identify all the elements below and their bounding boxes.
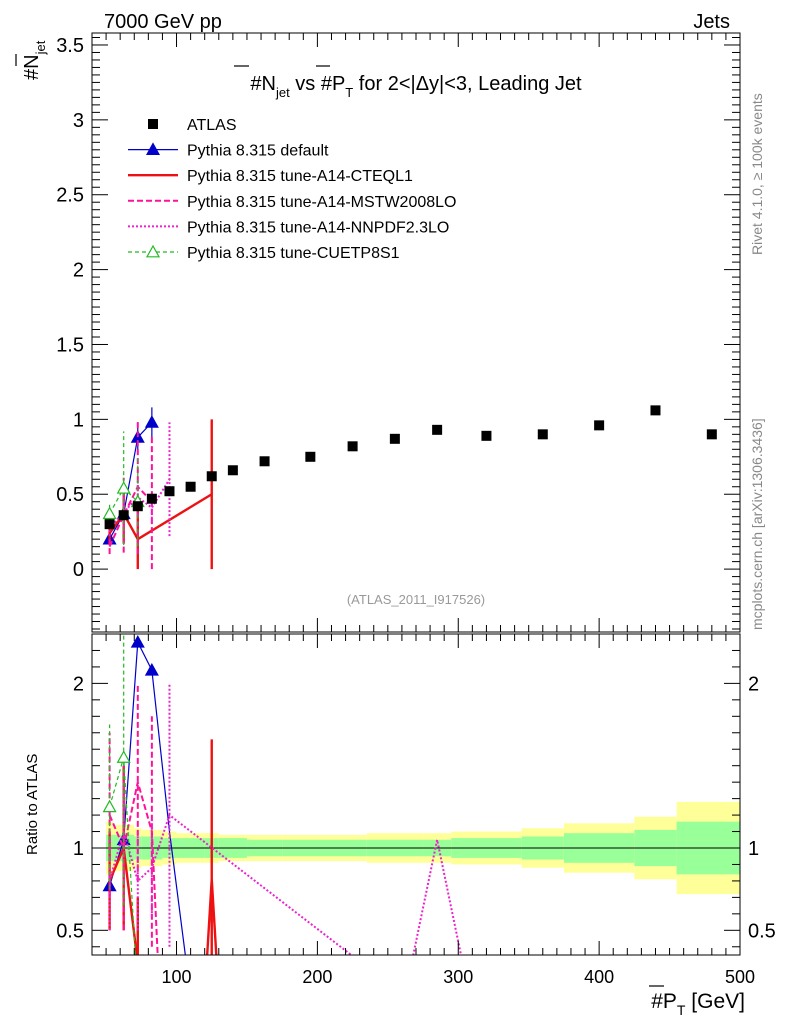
ratio-plot-content — [102, 634, 463, 1001]
ratio-plot-frame — [91, 633, 741, 956]
series-line — [108, 485, 153, 548]
ratio-series-marker — [144, 662, 159, 676]
mcplots-side-label: mcplots.cern.ch [arXiv:1306.3436] — [749, 418, 765, 630]
legend: ATLAS Pythia 8.315 default Pythia 8.315 tu… — [128, 117, 456, 262]
legend-label: Pythia 8.315 tune-A14-MSTW2008LO — [187, 194, 456, 211]
chart-title: #Njet vs #PT for 2<|Δy|<3, Leading Jet — [250, 73, 582, 100]
y-tick-label: 1.5 — [56, 334, 84, 356]
x-tick-label: 300 — [443, 967, 473, 987]
y-tick-label: 2.5 — [56, 185, 84, 207]
ratio-series-marker — [102, 799, 117, 813]
y-tick-label: 0.5 — [56, 484, 84, 506]
legend-marker — [145, 244, 161, 258]
main-plot-content — [102, 405, 717, 570]
series-line — [109, 421, 153, 540]
data-point — [259, 456, 270, 467]
data-point — [305, 451, 316, 462]
data-point — [132, 501, 143, 512]
x-tick-label: 500 — [725, 967, 755, 987]
ratio-tick-label-right: 0.5 — [748, 920, 776, 942]
ratio-tick-label: 1 — [73, 838, 84, 860]
legend-marker — [145, 142, 161, 155]
ratio-tick-label-right: 1 — [748, 838, 759, 860]
ratio-series-line — [109, 640, 186, 955]
ratio-y-axis-label: Ratio to ATLAS — [24, 754, 41, 855]
data-point — [118, 510, 129, 521]
data-point — [389, 433, 400, 444]
ratio-uncertainty-bands — [92, 801, 740, 895]
x-axis-label: #PT [GeV] — [651, 990, 745, 1018]
data-point — [594, 420, 605, 431]
ratio-series-marker — [132, 990, 144, 1001]
x-tick-label: 400 — [584, 967, 614, 987]
legend-data-marker — [148, 119, 158, 129]
data-point — [432, 424, 443, 435]
y-tick-label: 3.5 — [56, 35, 84, 57]
y-tick-label: 0 — [73, 559, 84, 581]
data-point — [481, 430, 492, 441]
ratio-tick-label-right: 2 — [748, 673, 759, 695]
energy-label: 7000 GeV pp — [104, 11, 222, 33]
data-point — [146, 493, 157, 504]
ratio-series-marker — [130, 634, 145, 648]
ratio-tick-label: 0.5 — [56, 920, 84, 942]
y-tick-label: 1 — [73, 409, 84, 431]
series-marker — [144, 415, 159, 428]
ratio-series-marker — [116, 750, 131, 763]
data-point — [164, 486, 175, 497]
y-tick-label: 2 — [73, 260, 84, 282]
ratio-tick-label: 2 — [73, 673, 84, 695]
legend-label: Pythia 8.315 tune-CUETP8S1 — [187, 245, 400, 262]
data-point — [227, 465, 238, 476]
rivet-side-label: Rivet 4.1.0, ≥ 100k events — [749, 93, 765, 255]
ratio-series-line — [108, 813, 463, 955]
axis-ticks — [92, 33, 741, 955]
data-point — [537, 429, 548, 440]
data-point — [206, 471, 217, 482]
series-marker — [102, 506, 117, 520]
legend-label: Pythia 8.315 default — [187, 143, 329, 160]
legend-label: Pythia 8.315 tune-A14-CTEQL1 — [187, 168, 413, 185]
data-point — [185, 481, 196, 492]
legend-label: Pythia 8.315 tune-A14-NNPDF2.3LO — [187, 219, 449, 236]
x-tick-label: 100 — [161, 967, 191, 987]
legend-label: ATLAS — [187, 117, 237, 134]
y-axis-label: #Njet — [21, 40, 48, 80]
series-marker — [116, 481, 131, 494]
data-point — [104, 519, 115, 530]
tick-labels: 100 200 300 400 500 0 0.5 1 1.5 2 2.5 3 3.5 0.5 0.5 1 1 2… — [56, 35, 776, 987]
x-tick-label: 200 — [302, 967, 332, 987]
analysis-watermark: (ATLAS_2011_I917526) — [347, 592, 485, 607]
data-point — [347, 441, 358, 452]
ratio-series-line — [108, 781, 159, 955]
process-label: Jets — [693, 11, 730, 33]
series-line — [108, 493, 213, 541]
y-tick-label: 3 — [73, 110, 84, 132]
data-point — [706, 429, 717, 440]
data-point — [650, 405, 661, 416]
